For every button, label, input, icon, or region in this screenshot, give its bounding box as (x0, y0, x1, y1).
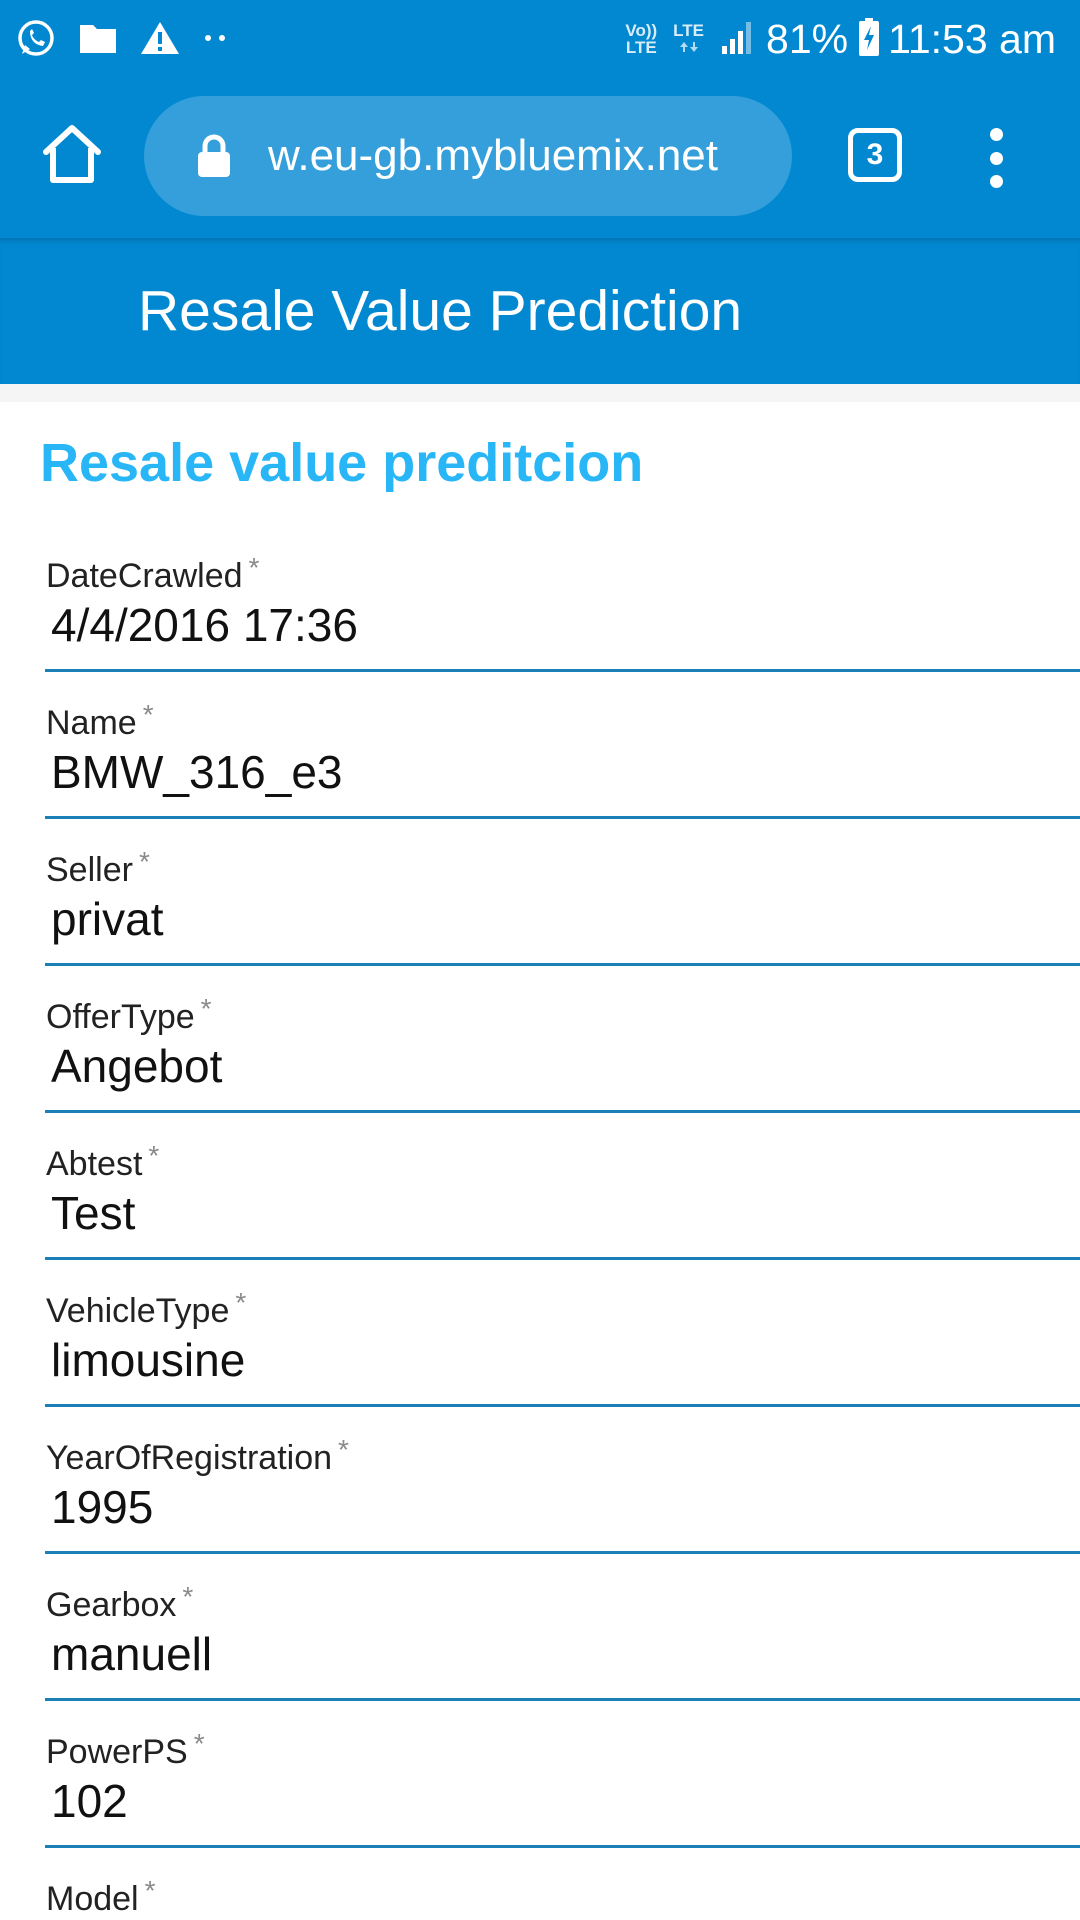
app-header: Resale Value Prediction (0, 238, 1080, 384)
header-divider (0, 384, 1080, 402)
volte-indicator: Vo)) LTE (625, 21, 658, 57)
clock: 11:53 am (888, 15, 1056, 62)
browser-toolbar: w.eu-gb.mybluemix.net 3 (0, 78, 1080, 238)
field-vehicletype: VehicleType * (45, 1287, 1080, 1407)
field-label: PowerPS * (46, 1728, 205, 1771)
required-marker: * (248, 552, 260, 583)
field-label: Abtest * (46, 1140, 160, 1183)
lte-indicator: LTE (673, 22, 704, 56)
prediction-form: Resale value preditcion DateCrawled* Nam… (0, 402, 1080, 1920)
required-marker: * (148, 1140, 160, 1171)
field-yearofregistration: YearOfRegistration * (45, 1434, 1080, 1554)
field-label: VehicleType * (46, 1287, 247, 1330)
gearbox-input[interactable] (45, 1623, 1065, 1685)
form-title: Resale value preditcion (40, 433, 644, 493)
required-marker: * (235, 1287, 247, 1318)
lock-icon (198, 134, 230, 177)
field-label: DateCrawled * (46, 552, 260, 595)
warning-icon (140, 20, 180, 56)
battery-charging-icon (858, 17, 880, 62)
field-name: Name * (45, 699, 1080, 819)
page-title: Resale Value Prediction (138, 279, 743, 343)
required-marker: * (144, 1875, 156, 1906)
signal-icon (720, 18, 756, 61)
field-label: Seller * (46, 846, 150, 889)
field-label: Gearbox * (46, 1581, 194, 1624)
field-seller: Seller * (45, 846, 1080, 966)
field-datecrawled: DateCrawled * (45, 552, 1080, 672)
abtest-input[interactable] (45, 1182, 1065, 1244)
required-marker: * (182, 1581, 194, 1612)
battery-percent: 81% (766, 15, 849, 62)
home-icon (43, 125, 101, 183)
field-model: Model * (45, 1875, 1080, 1920)
name-input[interactable] (45, 741, 1065, 803)
data-arrows-icon (679, 42, 698, 52)
required-marker: * (193, 1728, 205, 1759)
field-gearbox: Gearbox * (45, 1581, 1080, 1701)
system-indicators: Vo)) LTE LTE 81% 11:53 (625, 0, 1056, 78)
field-abtest: Abtest * (45, 1140, 1080, 1260)
more-notifications-icon (202, 32, 230, 44)
home-button[interactable] (40, 122, 104, 186)
field-label: Model * (46, 1875, 156, 1918)
notification-icons (16, 14, 252, 62)
overflow-menu-icon[interactable] (972, 128, 1020, 188)
folder-icon (78, 21, 118, 55)
field-label: OfferType * (46, 993, 212, 1036)
field-label: Name * (46, 699, 154, 742)
whatsapp-icon (16, 18, 56, 58)
url-text: w.eu-gb.mybluemix.net (268, 131, 718, 180)
address-bar[interactable]: w.eu-gb.mybluemix.net (144, 96, 792, 216)
vehicletype-input[interactable] (45, 1329, 1065, 1391)
tab-count: 3 (866, 138, 884, 171)
field-offertype: OfferType * (45, 993, 1080, 1113)
required-marker: * (200, 993, 212, 1024)
tabs-button[interactable]: 3 (848, 128, 902, 182)
yearofregistration-input[interactable] (45, 1476, 1065, 1538)
required-marker: * (142, 699, 154, 730)
field-powerps: PowerPS * (45, 1728, 1080, 1848)
status-bar: Vo)) LTE LTE 81% 11:53 (0, 0, 1080, 78)
powerps-input[interactable] (45, 1770, 1065, 1832)
offertype-input[interactable] (45, 1035, 1065, 1097)
field-label: YearOfRegistration * (46, 1434, 349, 1477)
required-marker: * (338, 1434, 349, 1465)
datecrawled-input[interactable] (45, 594, 1065, 656)
required-marker: * (138, 846, 150, 877)
seller-input[interactable] (45, 888, 1065, 950)
